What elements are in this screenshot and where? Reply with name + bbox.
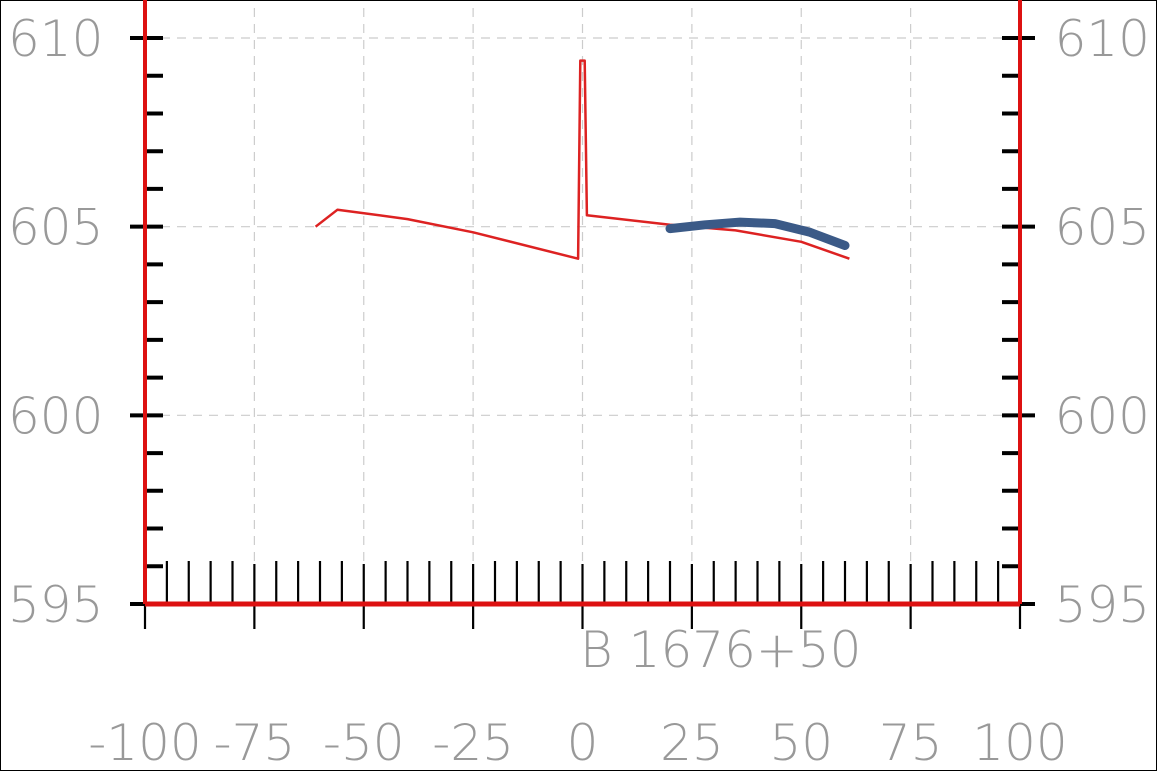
x-tick-label: 25 — [660, 714, 724, 772]
y-tick-label-right: 610 — [1055, 10, 1150, 68]
grid-lines — [144, 8, 1021, 605]
y-tick-label-left: 595 — [8, 576, 103, 634]
x-tick-label: -50 — [323, 714, 405, 772]
station-label: B 1676+50 — [580, 621, 861, 679]
x-tick-label: -100 — [88, 714, 201, 772]
x-tick-label: -25 — [432, 714, 514, 772]
y-tick-label-left: 605 — [8, 199, 103, 257]
tick-labels: 595 595 600 600 605 605 610 610 -100 -75 -50 -25 0 25… — [8, 10, 1150, 772]
ground-profile-line — [314, 59, 850, 260]
y-tick-label-right: 595 — [1055, 576, 1150, 634]
x-tick-label: -75 — [214, 714, 296, 772]
y-tick-label-left: 600 — [8, 387, 103, 445]
y-tick-label-right: 600 — [1055, 387, 1150, 445]
x-tick-label: 50 — [769, 714, 833, 772]
design-profile-line — [665, 217, 850, 250]
x-tick-label: 75 — [879, 714, 943, 772]
axis-ticks — [130, 36, 1035, 629]
y-tick-label-right: 605 — [1055, 199, 1150, 257]
y-tick-label-left: 610 — [8, 10, 103, 68]
x-tick-label: 0 — [567, 714, 599, 772]
series-group — [314, 59, 850, 260]
axes — [143, 0, 1022, 607]
x-tick-label: 100 — [972, 714, 1067, 772]
